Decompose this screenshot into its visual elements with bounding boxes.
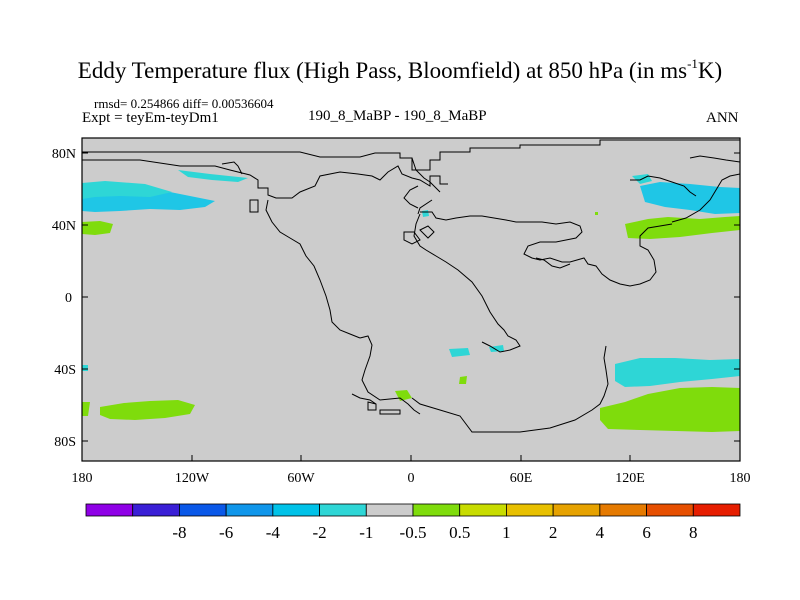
anomaly-green-east-pacific [82,221,113,235]
colorbar-label: 6 [642,523,651,542]
anomaly-cyan-south-africa [489,345,504,352]
colorbar-swatch [552,503,601,517]
colorbar-swatch [319,503,367,517]
colorbar-swatch [506,503,554,517]
coastline-asia-east [630,155,741,197]
lon-tick-label: 60E [510,471,533,486]
colorbar-label: 2 [549,523,558,542]
coastlines [82,139,741,433]
comparison-label: 190_8_MaBP - 190_8_MaBP [308,108,487,124]
anomaly-cyan-south-indian [615,358,740,387]
coastline-south-america [351,335,421,415]
colorbar-label: -1 [359,523,373,542]
coastline-africa [413,213,521,353]
colorbar-label: 4 [596,523,605,542]
colorbar-label: -2 [312,523,326,542]
lon-tick-label: 60W [287,471,315,486]
anomaly-green-west-pacific [625,216,740,239]
lat-tick-label: 80N [52,147,76,162]
coastline-north-rim [82,139,740,171]
coastline-greenland [400,157,441,193]
coastline-india [535,257,571,269]
colorbar-swatch [646,503,694,517]
coastline-antarctica [411,345,609,433]
anomaly-green-drake [82,402,90,416]
title-main: Eddy Temperature flux (High Pass, Bloomf… [77,58,688,83]
colorbar-swatch [412,503,461,517]
colorbar-swatch [365,503,414,517]
lat-tick-label: 80S [54,435,76,450]
experiment-label: Expt = teyEm-teyDm1 [82,110,219,126]
map-title: Eddy Temperature flux (High Pass, Bloomf… [0,56,800,84]
colorbar-label: -8 [172,523,186,542]
coastline-north-america [82,159,448,339]
coastline-eurasia [403,173,741,287]
colorbar-label: -0.5 [400,523,427,542]
coastline-baltic [403,185,419,209]
colorbar-swatch [85,503,134,517]
anomaly-cyan-south-atlantic [449,348,470,357]
colorbar-swatch [225,503,274,517]
anomaly-cyan-west-edge [82,365,88,371]
map-frame [81,137,741,462]
anomaly-green-small [459,376,467,384]
lat-tick-label: 40S [54,363,76,378]
colorbar-label: 1 [502,523,511,542]
coastline-alaska [221,161,259,213]
colorbar-label: -6 [219,523,233,542]
colorbar-swatch [599,503,647,517]
anomaly-cyan-north-pacific-tail [178,170,248,182]
lon-tick-label: 0 [408,471,415,486]
anomaly-green-south-indian [600,387,740,432]
lat-tick-label: 40N [52,219,76,234]
anomaly-blue-west-pacific [640,182,740,214]
anomaly-cyan-north-pacific [82,181,172,199]
colorbar-swatch [459,503,507,517]
stats-label: rmsd= 0.254866 diff= 0.00536604 [94,96,274,111]
colorbar-label: -4 [266,523,281,542]
lon-tick-label: 180 [72,471,93,486]
lon-tick-label: 120W [175,471,210,486]
anomaly-fields [82,170,740,432]
title-superscript: -1 [687,56,698,71]
colorbar-swatch [132,503,180,517]
season-label: ANN [706,110,739,126]
colorbar-swatch [272,503,320,517]
colorbar-swatch [179,503,227,517]
colorbar: -8 -6 -4 -2 -1 -0.5 0.5 1 2 4 6 8 [85,503,741,542]
anomaly-cyan-small [422,210,429,217]
lat-tick-label: 0 [65,291,72,306]
lon-tick-label: 120E [615,471,645,486]
anomaly-green-dot [595,212,598,215]
title-end: K) [697,58,723,83]
colorbar-label: 8 [689,523,698,542]
colorbar-swatch [692,503,741,517]
colorbar-label: 0.5 [449,523,470,542]
anomaly-green-south-pacific [100,400,195,420]
lon-tick-label: 180 [730,471,751,486]
